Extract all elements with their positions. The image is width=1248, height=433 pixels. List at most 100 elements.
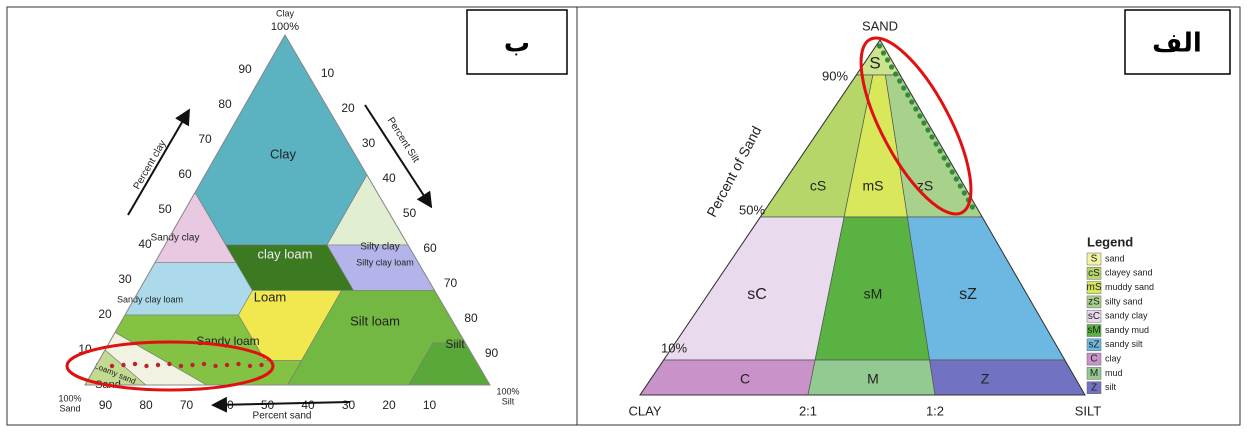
axis-arrow — [364, 104, 433, 209]
legend-code: C — [1090, 354, 1097, 365]
legend-code: sM — [1087, 325, 1100, 336]
legend-text: silty sand — [1105, 296, 1143, 306]
bottom-tick-label: 20 — [382, 398, 396, 412]
left-tick-label: 90 — [238, 62, 252, 76]
corner-label: 100% — [58, 393, 81, 403]
region-label: mS — [863, 178, 884, 194]
region-label: sM — [864, 286, 883, 302]
right-tick-label: 40 — [382, 171, 396, 185]
right-tick-label: 70 — [444, 276, 458, 290]
region-label: Clay — [270, 146, 297, 161]
right-tick-label: 90 — [485, 346, 499, 360]
region-label: Siilt — [445, 337, 465, 351]
left-tick-label: 30 — [118, 272, 132, 286]
sample-dot — [913, 106, 919, 112]
region-label: Sandy clay loam — [117, 294, 183, 304]
bottom-tick-label: 70 — [180, 398, 194, 412]
sample-dot — [961, 190, 967, 196]
right-tick-label: 50 — [403, 206, 417, 220]
legend-code: sZ — [1088, 339, 1099, 350]
legend-text: sandy silt — [1105, 339, 1143, 349]
base-label: SILT — [1075, 403, 1102, 418]
region-label: Silty clay — [360, 242, 399, 253]
sample-dot — [247, 363, 253, 369]
sample-dot — [937, 148, 943, 154]
sample-dot — [945, 162, 951, 168]
sample-dot — [178, 363, 184, 369]
legend-text: clay — [1105, 353, 1122, 363]
right-tick-label: 10 — [321, 66, 335, 80]
sample-dot — [190, 362, 195, 368]
region-label: zS — [917, 178, 933, 194]
sample-dot — [109, 363, 115, 369]
legend-swatch — [1086, 252, 1102, 266]
base-label: CLAY — [629, 403, 662, 418]
corner-label: Silt — [502, 396, 515, 406]
level-label: 90% — [822, 68, 848, 83]
legend-code: zS — [1088, 297, 1100, 308]
legend-swatch — [1086, 295, 1102, 309]
triangle-outline — [639, 39, 1086, 396]
legend-title: Legend — [1087, 234, 1133, 249]
sample-dot — [876, 43, 883, 49]
sample-dot — [155, 362, 161, 368]
corner-label: 100% — [496, 386, 519, 396]
highlight-ellipse — [859, 36, 973, 216]
left-tick-label: 70 — [198, 132, 212, 146]
axis-title: Percent sand — [253, 411, 312, 422]
base-label: 1:2 — [926, 403, 944, 418]
legend-swatch — [1086, 367, 1102, 380]
base-label: 2:1 — [799, 403, 817, 418]
legend-text: mud — [1105, 368, 1123, 378]
region-label: Z — [981, 371, 990, 387]
corner-label: Sand — [59, 403, 80, 413]
sample-dot — [957, 183, 963, 189]
legend-text: silt — [1105, 382, 1116, 392]
sample-dot — [949, 169, 955, 175]
legend-text: clayey sand — [1105, 268, 1153, 278]
left-tick-label: 50 — [158, 202, 172, 216]
sample-dot — [224, 362, 230, 368]
sample-dot — [132, 361, 138, 367]
sample-dot — [213, 363, 218, 369]
region-label: C — [740, 371, 750, 387]
sample-dot — [897, 78, 903, 84]
bottom-tick-label: 40 — [301, 398, 315, 412]
sample-dot — [121, 362, 126, 368]
corner-label: 100% — [271, 21, 299, 33]
bottom-tick-label: 50 — [261, 398, 275, 412]
legend-swatch — [1086, 309, 1102, 323]
sample-dot — [884, 57, 891, 63]
legend-code: Z — [1091, 382, 1097, 393]
legend-swatch — [1086, 281, 1102, 294]
apex-label: SAND — [862, 18, 898, 33]
legend-text: sandy mud — [1105, 325, 1149, 335]
right-tick-label: 30 — [362, 136, 376, 150]
legend-text: sand — [1105, 253, 1125, 263]
left-tick-label: 20 — [98, 307, 112, 321]
sample-dot — [969, 204, 976, 210]
axis-arrow — [127, 108, 191, 216]
level-label: 10% — [661, 340, 687, 355]
bottom-tick-label: 90 — [99, 398, 113, 412]
sample-dot — [167, 361, 172, 367]
sample-dot — [933, 141, 939, 147]
right-tick-label: 80 — [464, 311, 478, 325]
sample-dot — [929, 134, 935, 140]
sample-dot — [953, 176, 959, 182]
region-label: sZ — [959, 286, 977, 303]
level-label: 50% — [739, 202, 765, 217]
left-tick-label: 40 — [138, 237, 152, 251]
legend-swatch — [1086, 381, 1102, 394]
region-label: Silt loam — [350, 313, 400, 328]
legend-swatch — [1086, 324, 1102, 337]
legend-code: S — [1091, 254, 1098, 265]
badge-box — [466, 9, 568, 75]
region-label: Loam — [254, 289, 287, 304]
region-label: cS — [810, 178, 826, 194]
bottom-tick-label: 30 — [342, 398, 356, 412]
region-label: clay loam — [258, 246, 313, 261]
sample-dot — [905, 92, 911, 98]
